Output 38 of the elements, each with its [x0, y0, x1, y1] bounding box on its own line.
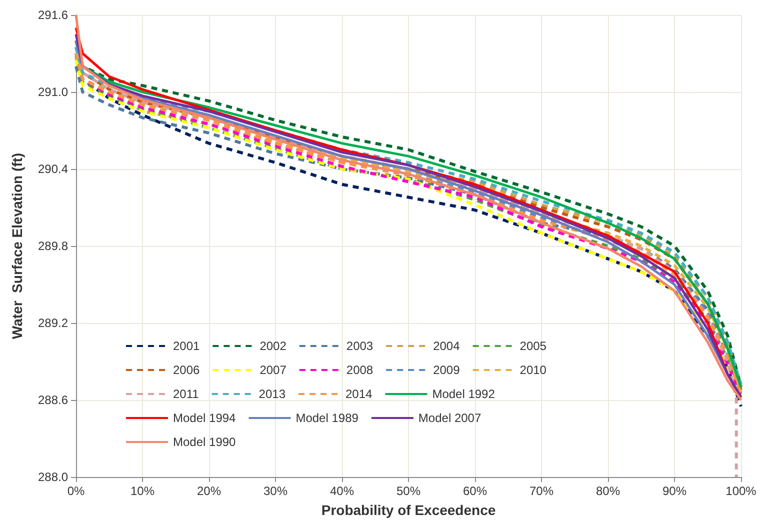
- y-tick-label: 290.4: [38, 162, 68, 176]
- legend-label: 2004: [433, 339, 460, 353]
- legend-label: Model 1990: [173, 435, 236, 449]
- legend-label: 2011: [173, 387, 200, 401]
- x-tick-label: 100%: [726, 484, 757, 498]
- y-axis-title: Water Surface Elevation (ft): [9, 152, 25, 340]
- x-tick-label: 70%: [529, 484, 554, 498]
- legend-label: 2002: [260, 339, 287, 353]
- x-tick-label: 80%: [596, 484, 620, 498]
- y-tick-label: 288.6: [38, 393, 68, 407]
- legend-label: 2007: [260, 363, 287, 377]
- x-tick-label: 30%: [263, 484, 288, 498]
- x-tick-label: 50%: [396, 484, 421, 498]
- legend-label: 2014: [346, 387, 373, 401]
- legend-label: 2010: [520, 363, 547, 377]
- x-tick-label: 20%: [196, 484, 222, 498]
- x-tick-label: 90%: [662, 484, 687, 498]
- legend-label: Model 1994: [173, 411, 236, 425]
- x-tick-label: 60%: [462, 484, 488, 498]
- y-tick-label: 291.6: [38, 8, 68, 22]
- x-tick-label: 40%: [330, 484, 354, 498]
- legend-label: 2008: [346, 363, 374, 377]
- y-tick-label: 288.0: [38, 470, 68, 484]
- legend-label: 2003: [346, 339, 374, 353]
- x-tick-label: 0%: [67, 484, 85, 498]
- y-tick-label: 289.8: [38, 239, 68, 253]
- x-axis-title: Probability of Exceedence: [321, 502, 496, 518]
- legend-label: 2005: [520, 339, 547, 353]
- y-tick-label: 291.0: [38, 85, 68, 99]
- y-tick-label: 289.2: [38, 316, 68, 330]
- legend-label: 2009: [433, 363, 460, 377]
- legend-label: 2006: [173, 363, 200, 377]
- legend-label: Model 1992: [432, 387, 496, 401]
- legend-label: 2001: [173, 339, 200, 353]
- legend-label: 2013: [258, 387, 286, 401]
- legend-label: Model 1989: [296, 411, 359, 425]
- x-tick-label: 10%: [130, 484, 155, 498]
- legend-label: Model 2007: [418, 411, 482, 425]
